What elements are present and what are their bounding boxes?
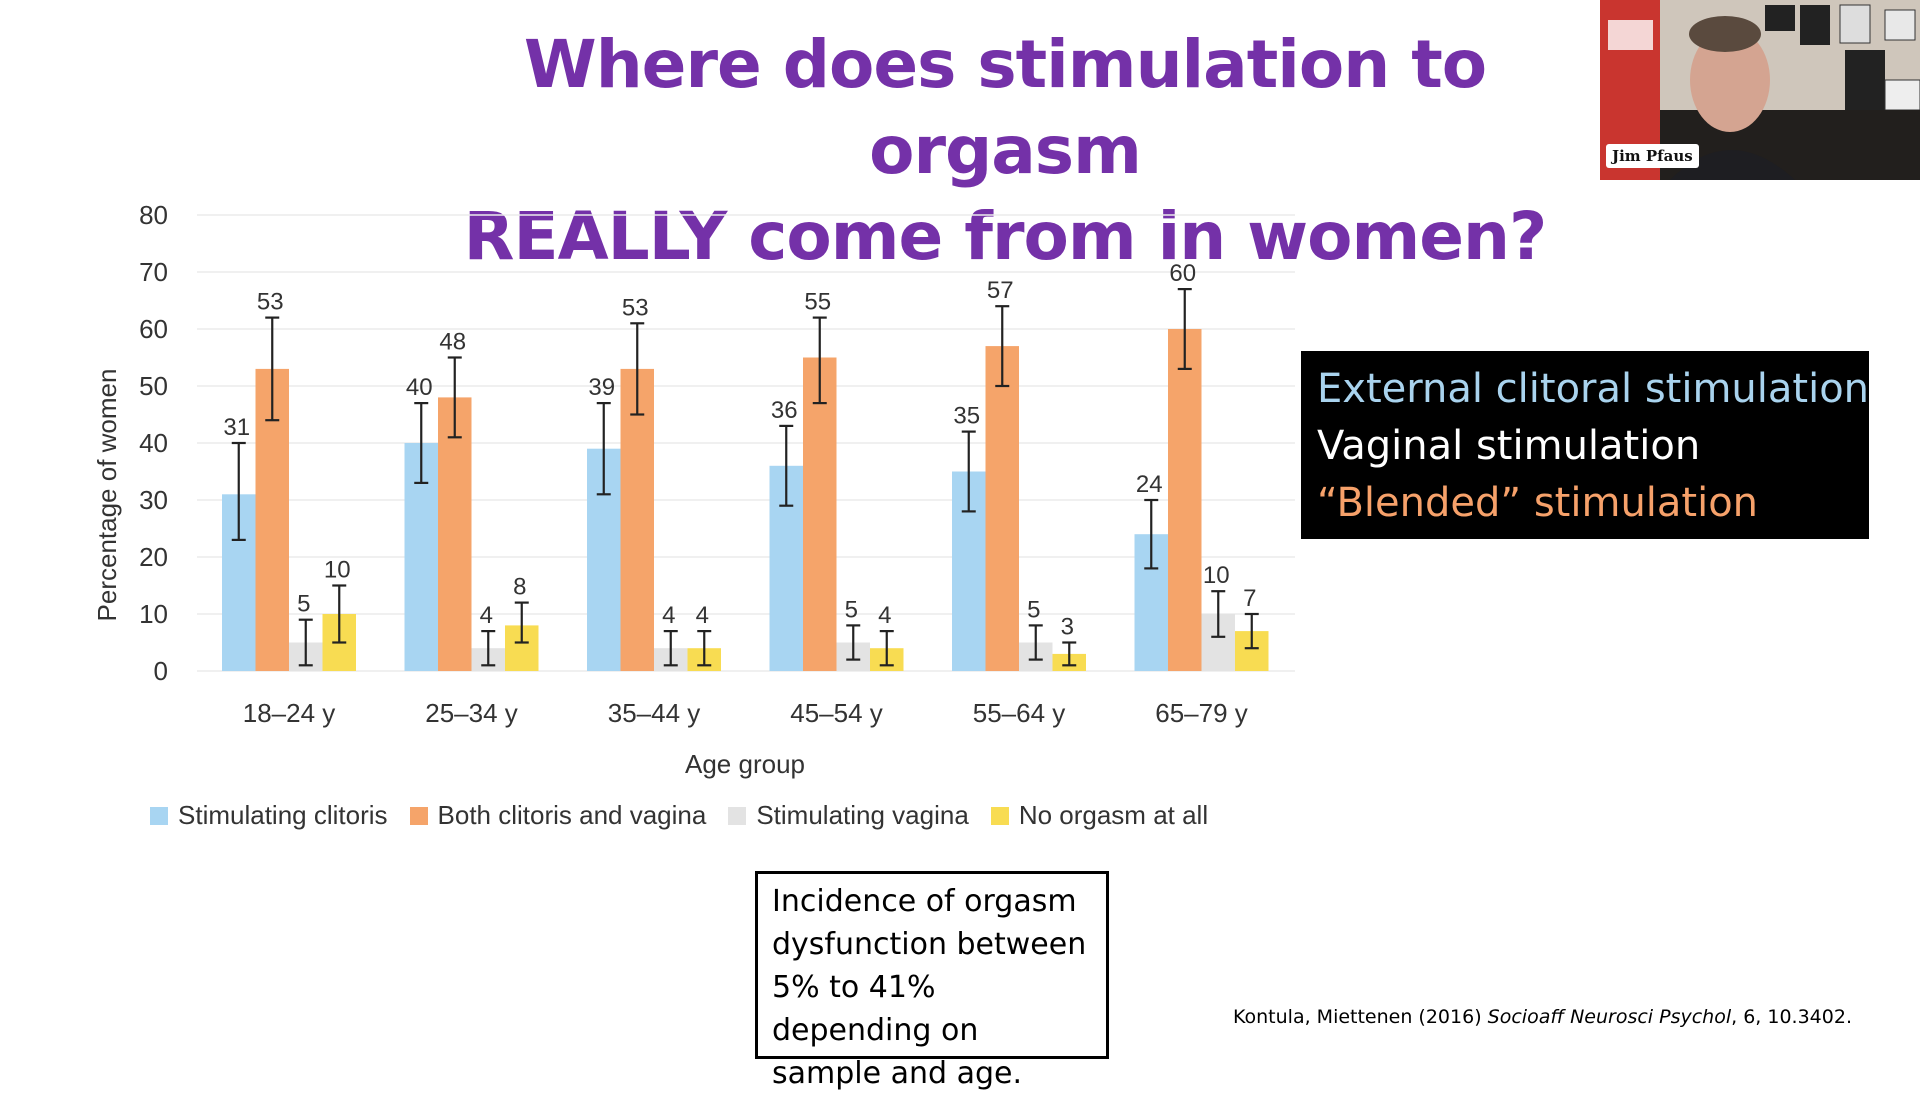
x-tick-label: 18–24 y [243, 698, 336, 728]
citation-details: , 6, 10.3402. [1731, 1006, 1852, 1028]
data-label: 4 [696, 602, 709, 629]
data-label: 4 [878, 602, 891, 629]
error-bars [231, 287, 1259, 667]
legend-swatch [150, 806, 168, 825]
data-label: 40 [406, 374, 433, 401]
dysfunction-note-text: Incidence of orgasm dysfunction between … [772, 884, 1087, 1091]
x-tick-label: 55–64 y [973, 698, 1066, 728]
legend-item: Stimulating vagina [728, 800, 969, 831]
grid-lines [197, 214, 1295, 672]
data-label: 7 [1243, 585, 1256, 612]
legend-label: No orgasm at all [1018, 800, 1209, 830]
data-label: 5 [297, 591, 310, 618]
bar [985, 346, 1019, 671]
data-label: 55 [804, 289, 831, 316]
y-axis-label: Percentage of women [92, 369, 122, 622]
data-label: 10 [324, 557, 351, 584]
x-tick-label: 45–54 y [790, 698, 883, 728]
legend-label: Stimulating clitoris [178, 800, 388, 830]
legend-item: Stimulating clitoris [150, 800, 388, 831]
bar [1168, 329, 1202, 671]
data-label: 31 [223, 414, 250, 441]
dysfunction-note-box: Incidence of orgasm dysfunction between … [755, 871, 1109, 1091]
title-line-1: Where does stimulation to orgasm [523, 26, 1487, 189]
legend-label: Both clitoris and vagina [437, 800, 707, 830]
legend-swatch [728, 806, 747, 825]
x-tick-label: 35–44 y [608, 698, 701, 728]
data-label: 24 [1136, 471, 1163, 498]
data-label: 48 [439, 329, 466, 356]
legend-item: No orgasm at all [990, 800, 1209, 831]
legend-item: Both clitoris and vagina [409, 800, 707, 831]
data-label: 35 [953, 403, 980, 430]
bar [438, 397, 472, 671]
callout-line-vaginal: Vaginal stimulation [1317, 423, 1701, 469]
legend-swatch [409, 806, 428, 825]
data-label: 39 [588, 374, 615, 401]
bar [803, 357, 837, 671]
y-tick-label: 20 [139, 542, 168, 572]
x-tick-label: 25–34 y [425, 698, 518, 728]
legend-swatch [990, 806, 1009, 825]
y-tick-label: 70 [139, 257, 168, 287]
x-tick-labels: 18–24 y 25–34 y 35–44 y 45–54 y 55–64 y 65–79… [243, 698, 1248, 728]
webcam-video: Jim Pfaus [1600, 0, 1920, 180]
x-tick-label: 65–79 y [1155, 698, 1248, 728]
slide-title: Where does stimulation to orgasm REALLY … [380, 22, 1630, 280]
y-tick-labels: 0 10 20 30 40 50 60 70 80 [139, 200, 168, 686]
y-tick-label: 40 [139, 428, 168, 458]
y-tick-label: 50 [139, 371, 168, 401]
stimulation-types-callout: External clitoral stimulation Vaginal st… [1301, 351, 1869, 539]
chart-legend: Stimulating clitoris Both clitoris and va… [150, 800, 1208, 831]
data-label: 60 [1169, 260, 1196, 287]
callout-line-clitoral: External clitoral stimulation [1317, 366, 1870, 412]
y-tick-label: 0 [154, 656, 168, 686]
data-label: 8 [513, 574, 526, 601]
data-label: 53 [622, 294, 649, 321]
data-label: 5 [845, 596, 858, 623]
bar [620, 368, 654, 671]
legend-label: Stimulating vagina [756, 800, 969, 830]
data-label: 4 [662, 602, 675, 629]
data-label: 4 [480, 602, 493, 629]
data-label: 3 [1061, 614, 1074, 641]
callout-line-blended: “Blended” stimulation [1317, 480, 1759, 526]
y-tick-label: 30 [139, 485, 168, 515]
x-axis-label: Age group [685, 749, 805, 779]
citation: Kontula, Miettenen (2016) Socioaff Neuro… [1233, 1006, 1852, 1028]
y-tick-label: 80 [139, 200, 168, 230]
data-label: 36 [771, 397, 798, 424]
data-label: 10 [1203, 562, 1230, 589]
data-label: 53 [257, 289, 284, 316]
title-line-2: REALLY come from in women? [463, 198, 1548, 275]
participant-name-label: Jim Pfaus [1606, 144, 1699, 168]
citation-journal: Socioaff Neurosci Psychol [1487, 1006, 1732, 1028]
y-tick-label: 60 [139, 314, 168, 344]
data-label: 5 [1027, 596, 1040, 623]
citation-authors: Kontula, Miettenen (2016) [1233, 1006, 1488, 1028]
y-tick-label: 10 [139, 599, 168, 629]
data-label: 57 [987, 277, 1014, 304]
